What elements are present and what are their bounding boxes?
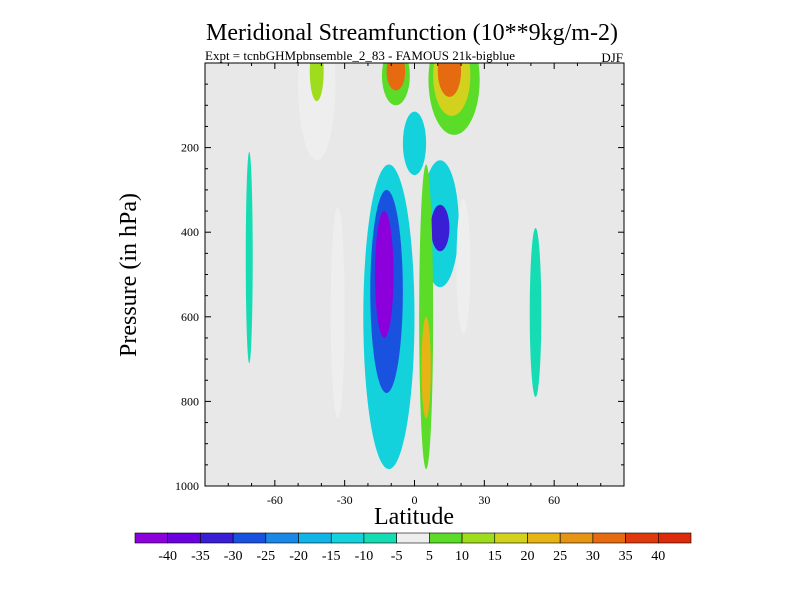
- colorbar-label: -30: [224, 549, 243, 564]
- eq-positive-column: [419, 164, 434, 470]
- y-axis-label: Pressure (in hPa): [116, 193, 142, 357]
- y-tick-label: 200: [181, 141, 199, 155]
- eq-positive-core: [421, 316, 431, 419]
- colorbar-swatch: [657, 532, 692, 544]
- y-tick-label: 800: [181, 394, 199, 408]
- colorbar-label: 35: [619, 549, 633, 564]
- season-label: DJF: [601, 50, 623, 65]
- colorbar-swatch: [592, 532, 626, 544]
- sh-upper-cell-outer: [298, 63, 336, 161]
- chart-subtitle: Expt = tcnbGHMpbnsemble_2_83 - FAMOUS 21…: [205, 48, 515, 63]
- colorbar-swatch: [396, 532, 430, 544]
- nh-polar-lower-cell: [529, 227, 542, 398]
- colorbar-swatch: [298, 532, 332, 544]
- nh-polar-cell-core: [437, 63, 462, 97]
- colorbar-label: 20: [520, 549, 534, 564]
- colorbar-swatch: [265, 532, 299, 544]
- y-tick-label: 1000: [175, 479, 199, 493]
- x-tick-label: -60: [267, 493, 283, 507]
- colorbar-swatch: [363, 532, 397, 544]
- sh-polar-cell: [245, 151, 253, 364]
- colorbar-swatch: [494, 532, 528, 544]
- chart-title: Meridional Streamfunction (10**9kg/m-2): [206, 20, 618, 46]
- sh-upper-cell-core: [309, 63, 324, 102]
- colorbar-label: -20: [289, 549, 308, 564]
- sh-ferrel-cell: [330, 206, 345, 419]
- colorbar-swatch: [559, 532, 594, 544]
- x-tick-label: 30: [478, 493, 490, 507]
- colorbar-swatch: [167, 532, 201, 544]
- nh-ferrel-core: [430, 204, 450, 252]
- colorbar-label: 30: [586, 549, 600, 564]
- hadley-upper-branch: [402, 111, 427, 176]
- colorbar-label: 40: [651, 549, 665, 564]
- colorbar-swatch: [330, 532, 365, 544]
- colorbar-swatch: [461, 532, 496, 544]
- streamfunction-contours: [245, 63, 542, 470]
- colorbar-label: 15: [488, 549, 502, 564]
- colorbar-swatch: [232, 532, 267, 544]
- colorbar-label: -5: [391, 549, 403, 564]
- y-tick-label: 600: [181, 310, 199, 324]
- colorbar-label: -35: [191, 549, 210, 564]
- colorbar-label: -40: [158, 549, 177, 564]
- colorbar-label: 10: [455, 549, 469, 564]
- x-axis-label: Latitude: [374, 504, 454, 530]
- colorbar-swatch: [429, 532, 463, 544]
- colorbar-label: -25: [256, 549, 275, 564]
- axes: -60 -30 0 30 60 200 400 600 800 1000: [175, 62, 625, 507]
- sh-strat-cell-core: [386, 63, 406, 91]
- x-tick-label: 0: [412, 493, 418, 507]
- x-tick-label: -30: [337, 493, 353, 507]
- colorbar-swatch: [527, 532, 561, 544]
- colorbar: -40 -35 -30 -25 -20 -15 -10 -5 5 10 15 20 25 30 35 40: [134, 532, 692, 564]
- colorbar-label: 25: [553, 549, 567, 564]
- colorbar-label: 5: [426, 549, 433, 564]
- nh-midlat-cell: [456, 198, 471, 334]
- colorbar-label: -15: [322, 549, 341, 564]
- colorbar-swatch: [625, 532, 659, 544]
- y-tick-label: 400: [181, 225, 199, 239]
- x-tick-label: 60: [548, 493, 560, 507]
- hadley-sh-core: [374, 211, 394, 338]
- colorbar-swatch: [134, 532, 169, 544]
- colorbar-swatch: [200, 532, 234, 544]
- colorbar-label: -10: [355, 549, 374, 564]
